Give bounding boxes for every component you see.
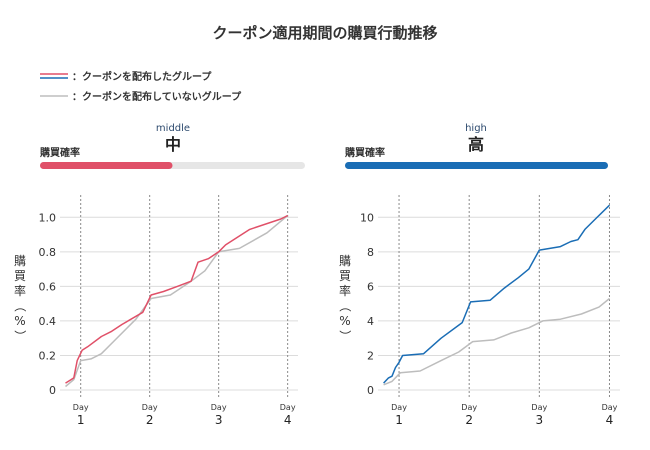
chart-panel-middle: middle中購買確率00.20.40.60.81.0Day1Day2Day3D… <box>13 123 305 427</box>
level-label: 中 <box>165 135 181 154</box>
chart-panels: middle中購買確率00.20.40.60.81.0Day1Day2Day3D… <box>13 123 620 427</box>
chart-title: クーポン適用期間の購買行動推移 <box>212 24 437 42</box>
legend-label: ：クーポンを配布したグループ <box>72 70 212 83</box>
y-tick-label: 6 <box>367 280 374 293</box>
series-line <box>65 214 289 388</box>
y-axis-label-char: 率 <box>14 283 26 298</box>
y-tick-label: 4 <box>367 315 374 328</box>
x-tick-prefix: Day <box>142 403 158 412</box>
level-label: 高 <box>468 135 484 154</box>
purchase-probability-label: 購買確率 <box>39 146 80 159</box>
probability-bar-fill <box>40 162 173 169</box>
x-tick-label: 1 <box>395 413 403 427</box>
y-tick-label: 1.0 <box>39 211 57 224</box>
y-tick-label: 0 <box>367 384 374 397</box>
y-axis-label-char: 率 <box>339 283 351 298</box>
y-tick-label: 10 <box>360 211 374 224</box>
series-line <box>383 204 611 384</box>
x-tick-prefix: Day <box>280 403 296 412</box>
probability-bar-fill <box>345 162 608 169</box>
x-tick-prefix: Day <box>211 403 227 412</box>
legend: ：クーポンを配布したグループ ：クーポンを配布していないグループ <box>40 70 242 103</box>
y-axis-label-char: % <box>14 314 25 328</box>
x-tick-prefix: Day <box>73 403 89 412</box>
x-tick-label: 4 <box>284 413 292 427</box>
y-axis-label-char: 買 <box>339 269 351 283</box>
x-tick-prefix: Day <box>391 403 407 412</box>
y-axis-label-char: ） <box>338 330 352 342</box>
series-line <box>65 214 289 384</box>
x-tick-prefix: Day <box>461 403 477 412</box>
y-axis-label-char: （ <box>338 300 352 312</box>
x-tick-label: 2 <box>146 413 154 427</box>
y-tick-label: 0.6 <box>39 280 57 293</box>
legend-label: ：クーポンを配布していないグループ <box>72 90 242 103</box>
y-axis-label-char: 購 <box>14 254 26 268</box>
y-axis-label-char: % <box>339 314 350 328</box>
y-tick-label: 0.8 <box>39 246 57 259</box>
y-axis-label-char: ） <box>13 330 27 342</box>
x-tick-label: 4 <box>606 413 614 427</box>
y-tick-label: 0.4 <box>39 315 57 328</box>
level-english-label: middle <box>156 123 190 134</box>
series-line <box>383 297 610 386</box>
y-axis-label-char: 買 <box>14 269 26 283</box>
y-tick-label: 0.2 <box>39 349 57 362</box>
y-tick-label: 2 <box>367 349 374 362</box>
x-tick-prefix: Day <box>602 403 618 412</box>
purchase-probability-label: 購買確率 <box>344 146 385 159</box>
x-tick-prefix: Day <box>531 403 547 412</box>
y-tick-label: 8 <box>367 246 374 259</box>
x-tick-label: 2 <box>465 413 473 427</box>
x-tick-label: 1 <box>77 413 85 427</box>
y-axis-label-char: 購 <box>339 254 351 268</box>
y-axis-label-char: （ <box>13 300 27 312</box>
y-tick-label: 0 <box>49 384 56 397</box>
x-tick-label: 3 <box>536 413 544 427</box>
level-english-label: high <box>465 123 487 134</box>
x-tick-label: 3 <box>215 413 223 427</box>
